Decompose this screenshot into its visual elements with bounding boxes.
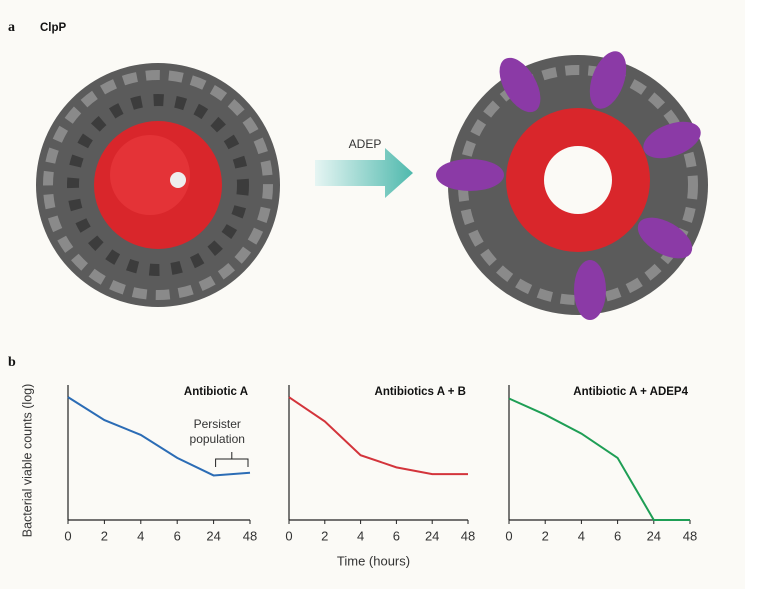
x-tick-label: 48 <box>243 528 257 543</box>
x-tick-label: 4 <box>357 528 364 543</box>
x-tick-label: 2 <box>101 528 108 543</box>
arrow-label: ADEP <box>349 137 382 151</box>
x-axis-label: Time (hours) <box>337 553 410 568</box>
x-tick-label: 2 <box>321 528 328 543</box>
annotation: population <box>190 432 245 446</box>
protein-structure <box>36 63 280 307</box>
x-tick-label: 4 <box>137 528 144 543</box>
x-tick-label: 0 <box>285 528 292 543</box>
chart-title: Antibiotic A <box>184 386 248 398</box>
x-tick-label: 6 <box>614 528 621 543</box>
annotation-bracket <box>215 452 249 467</box>
x-tick-label: 2 <box>542 528 549 543</box>
chart-title: Antibiotics A + B <box>375 386 466 398</box>
data-line <box>288 396 468 476</box>
chart-title: Antibiotic A + ADEP4 <box>573 386 688 398</box>
x-tick-label: 48 <box>461 528 475 543</box>
x-tick-label: 24 <box>647 528 661 543</box>
panel-label: a <box>8 20 15 35</box>
arrow <box>315 148 413 198</box>
panel-label: b <box>8 355 16 370</box>
panel-title: ClpP <box>40 22 67 34</box>
x-tick-label: 4 <box>578 528 585 543</box>
x-tick-label: 0 <box>64 528 71 543</box>
x-tick-label: 24 <box>206 528 220 543</box>
x-tick-label: 0 <box>505 528 512 543</box>
annotation: Persister <box>194 417 241 431</box>
data-line <box>67 396 251 477</box>
x-tick-label: 48 <box>683 528 697 543</box>
y-axis-label: Bacterial viable counts (log) <box>20 384 34 538</box>
x-tick-label: 24 <box>425 528 439 543</box>
data-line <box>508 397 690 521</box>
protein-structure <box>436 51 708 320</box>
x-tick-label: 6 <box>174 528 181 543</box>
x-tick-label: 6 <box>393 528 400 543</box>
